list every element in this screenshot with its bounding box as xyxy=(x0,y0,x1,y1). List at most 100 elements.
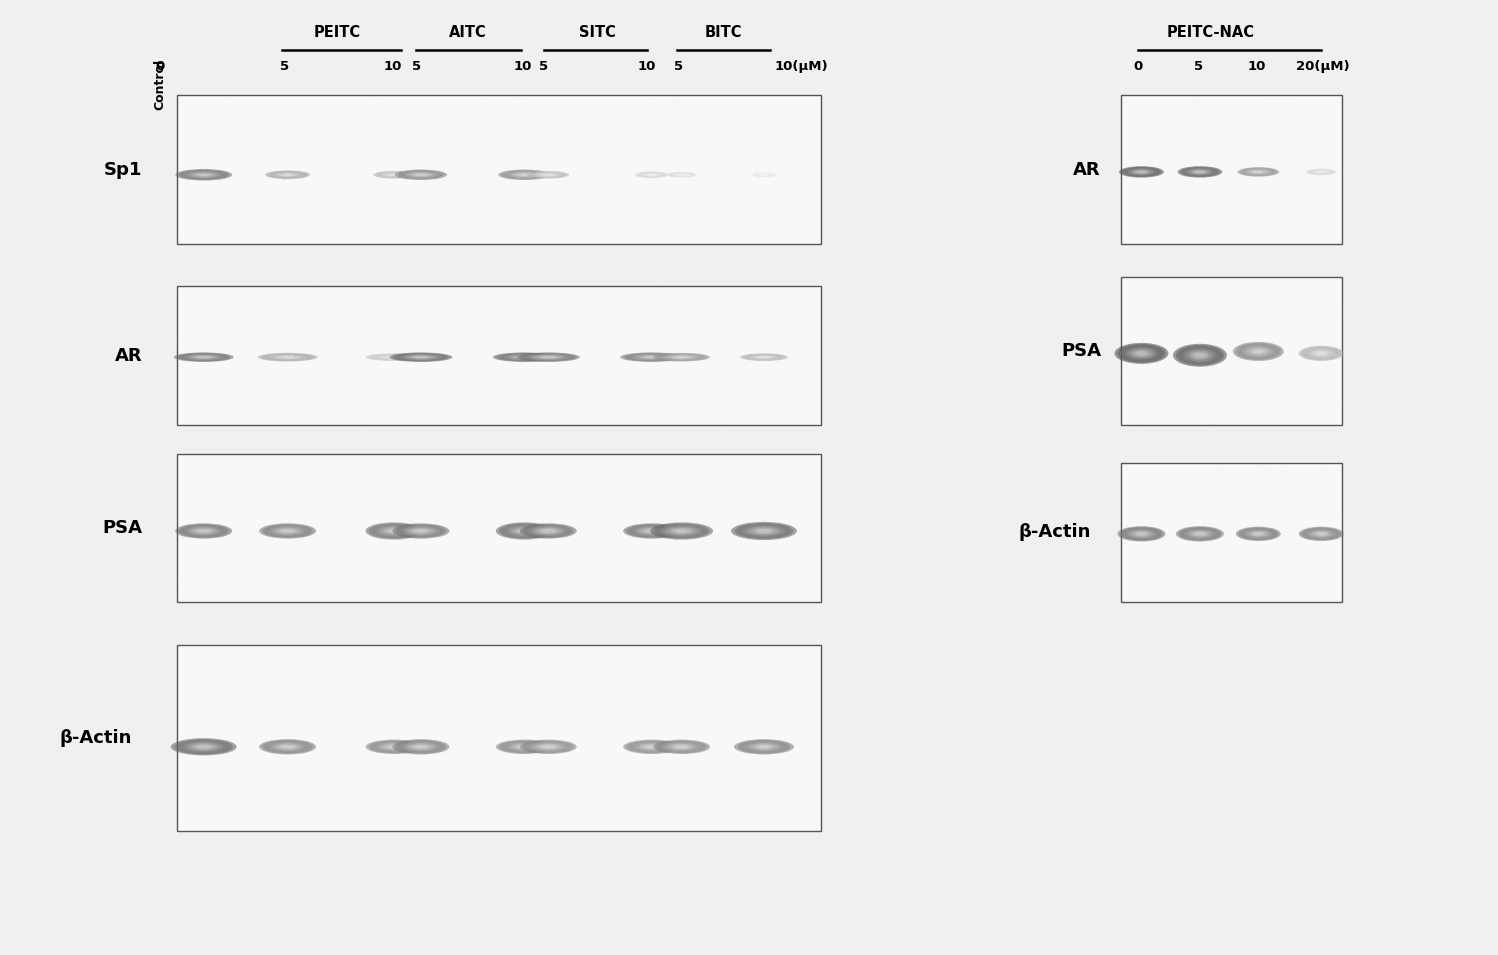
Ellipse shape xyxy=(1309,530,1333,538)
Ellipse shape xyxy=(515,173,533,177)
Ellipse shape xyxy=(369,740,419,753)
Ellipse shape xyxy=(187,172,220,178)
Ellipse shape xyxy=(1124,167,1159,177)
Text: Control: Control xyxy=(154,58,166,110)
Ellipse shape xyxy=(377,743,410,751)
Ellipse shape xyxy=(1299,346,1344,361)
Ellipse shape xyxy=(1179,527,1221,541)
Ellipse shape xyxy=(395,169,446,180)
Ellipse shape xyxy=(177,353,231,361)
Ellipse shape xyxy=(178,740,229,753)
Ellipse shape xyxy=(374,354,413,360)
Ellipse shape xyxy=(518,174,530,176)
Ellipse shape xyxy=(643,173,661,177)
Ellipse shape xyxy=(620,352,683,362)
Ellipse shape xyxy=(635,172,668,179)
Ellipse shape xyxy=(643,528,661,534)
Ellipse shape xyxy=(527,171,569,179)
Ellipse shape xyxy=(539,528,557,534)
Ellipse shape xyxy=(638,355,665,359)
Text: 10(μM): 10(μM) xyxy=(774,60,828,74)
Ellipse shape xyxy=(506,354,542,360)
Ellipse shape xyxy=(526,525,571,537)
Ellipse shape xyxy=(184,526,223,536)
Ellipse shape xyxy=(415,745,427,749)
Ellipse shape xyxy=(761,174,767,176)
Ellipse shape xyxy=(1195,171,1204,173)
Ellipse shape xyxy=(412,173,430,177)
Ellipse shape xyxy=(1132,350,1150,357)
Ellipse shape xyxy=(679,174,685,176)
Ellipse shape xyxy=(539,744,557,750)
Bar xyxy=(177,96,821,244)
Ellipse shape xyxy=(520,739,577,754)
Ellipse shape xyxy=(505,742,544,752)
Ellipse shape xyxy=(756,529,771,533)
Ellipse shape xyxy=(181,170,226,180)
Ellipse shape xyxy=(1246,348,1270,356)
Ellipse shape xyxy=(739,524,789,538)
Ellipse shape xyxy=(535,355,562,359)
Ellipse shape xyxy=(641,355,662,359)
Ellipse shape xyxy=(752,172,776,178)
Ellipse shape xyxy=(1124,347,1159,360)
Ellipse shape xyxy=(674,529,689,533)
Ellipse shape xyxy=(638,744,665,750)
Ellipse shape xyxy=(274,527,301,535)
Ellipse shape xyxy=(1251,531,1266,537)
Ellipse shape xyxy=(273,172,303,178)
Ellipse shape xyxy=(753,173,774,177)
Ellipse shape xyxy=(1246,169,1270,175)
Ellipse shape xyxy=(1239,344,1278,359)
Ellipse shape xyxy=(1118,344,1165,363)
Ellipse shape xyxy=(629,741,674,753)
Ellipse shape xyxy=(670,173,694,177)
Ellipse shape xyxy=(740,353,788,361)
Bar xyxy=(177,645,821,831)
Ellipse shape xyxy=(535,744,562,750)
Ellipse shape xyxy=(1173,344,1227,367)
Text: 5: 5 xyxy=(539,60,548,74)
Ellipse shape xyxy=(1302,527,1341,541)
Ellipse shape xyxy=(758,174,770,176)
Ellipse shape xyxy=(656,353,707,361)
Ellipse shape xyxy=(539,173,557,177)
Ellipse shape xyxy=(496,353,553,361)
Text: β-Actin: β-Actin xyxy=(60,729,132,747)
Ellipse shape xyxy=(1243,346,1273,357)
Ellipse shape xyxy=(676,356,688,358)
Ellipse shape xyxy=(412,744,430,750)
Text: 10: 10 xyxy=(638,60,656,74)
Text: SITC: SITC xyxy=(580,25,616,40)
Ellipse shape xyxy=(385,528,403,534)
Ellipse shape xyxy=(644,356,659,358)
Ellipse shape xyxy=(380,744,407,750)
Text: PSA: PSA xyxy=(102,519,142,537)
Ellipse shape xyxy=(1254,532,1263,536)
Ellipse shape xyxy=(1311,531,1332,537)
Ellipse shape xyxy=(259,523,316,539)
Ellipse shape xyxy=(1306,169,1336,176)
Ellipse shape xyxy=(1186,530,1213,538)
Ellipse shape xyxy=(187,354,220,360)
Ellipse shape xyxy=(190,355,217,359)
Ellipse shape xyxy=(1236,527,1281,541)
Ellipse shape xyxy=(1254,171,1263,173)
Ellipse shape xyxy=(187,527,220,535)
Ellipse shape xyxy=(677,174,686,176)
Ellipse shape xyxy=(1131,169,1152,175)
Ellipse shape xyxy=(1119,166,1164,178)
Ellipse shape xyxy=(282,529,294,533)
Ellipse shape xyxy=(542,529,554,533)
Ellipse shape xyxy=(503,354,545,360)
Ellipse shape xyxy=(1185,349,1215,362)
Ellipse shape xyxy=(410,355,431,359)
Ellipse shape xyxy=(271,527,304,535)
Ellipse shape xyxy=(1252,350,1264,353)
Ellipse shape xyxy=(517,352,580,362)
Ellipse shape xyxy=(535,172,562,178)
Ellipse shape xyxy=(376,171,412,179)
Ellipse shape xyxy=(401,742,440,752)
Ellipse shape xyxy=(656,740,707,753)
Text: 0: 0 xyxy=(1134,60,1143,74)
